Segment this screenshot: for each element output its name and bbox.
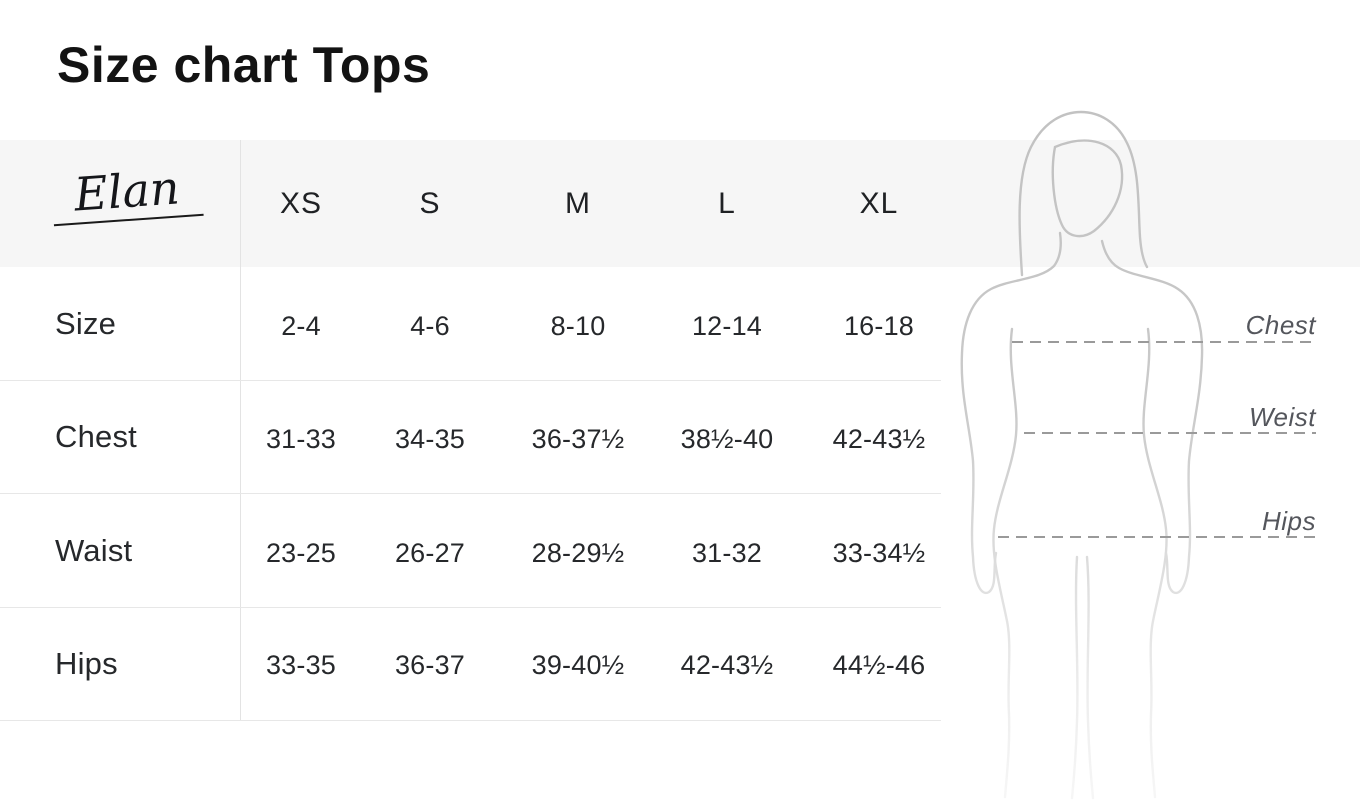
column-header-s: S [419,187,441,220]
column-divider [240,140,241,720]
hips-measure-line [998,536,1316,538]
row-divider [0,493,941,494]
row-divider [0,720,941,721]
chest-measure-label: Chest [1245,310,1316,340]
table-cell: 42-43½ [832,424,926,454]
column-header-xs: XS [279,187,323,220]
column-header-xl: XL [859,187,899,220]
row-label-chest: Chest [55,419,137,454]
waist-measure-label: Weist [1248,402,1316,432]
table-cell: 39-40½ [531,650,625,680]
table-cell: 28-29½ [531,538,625,568]
table-cell: 33-35 [265,650,337,680]
row-label-waist: Waist [55,533,133,568]
female-silhouette-illustration [960,110,1204,800]
face-outline [1051,139,1124,238]
inner-leg-right [1085,555,1095,800]
table-cell: 26-27 [394,538,466,568]
column-header-l: L [718,187,736,220]
left-torso-leg-outline [992,327,1018,799]
table-cell: 44½-46 [832,650,926,680]
page-title: Size chart Tops [57,37,431,93]
right-torso-leg-outline [1142,327,1168,799]
table-cell: 31-32 [691,538,763,568]
table-cell: 31-33 [265,424,337,454]
row-divider [0,380,941,381]
inner-leg-left [1070,555,1079,800]
waist-measure-line [1024,432,1316,434]
hips-measure-label: Hips [1261,506,1316,536]
chest-measure-line [1012,341,1316,343]
row-label-hips: Hips [55,646,118,681]
table-cell: 8-10 [550,311,606,341]
right-arm-outline [1100,239,1204,595]
hair-outline [1018,110,1149,277]
table-cell: 33-34½ [832,538,926,568]
table-cell: 36-37½ [531,424,625,454]
table-cell: 23-25 [265,538,337,568]
table-cell: 36-37 [394,650,466,680]
table-cell: 12-14 [691,311,763,341]
brand-logo: Elan [45,160,211,258]
column-header-m: M [565,187,591,220]
brand-logo-text: Elan [72,160,182,222]
left-arm-outline [960,231,1062,595]
row-label-size: Size [55,306,117,341]
row-divider [0,607,941,608]
table-cell: 4-6 [410,311,450,341]
table-cell: 38½-40 [680,424,774,454]
table-cell: 16-18 [843,311,915,341]
table-cell: 34-35 [394,424,466,454]
table-cell: 42-43½ [680,650,774,680]
table-cell: 2-4 [281,311,321,341]
